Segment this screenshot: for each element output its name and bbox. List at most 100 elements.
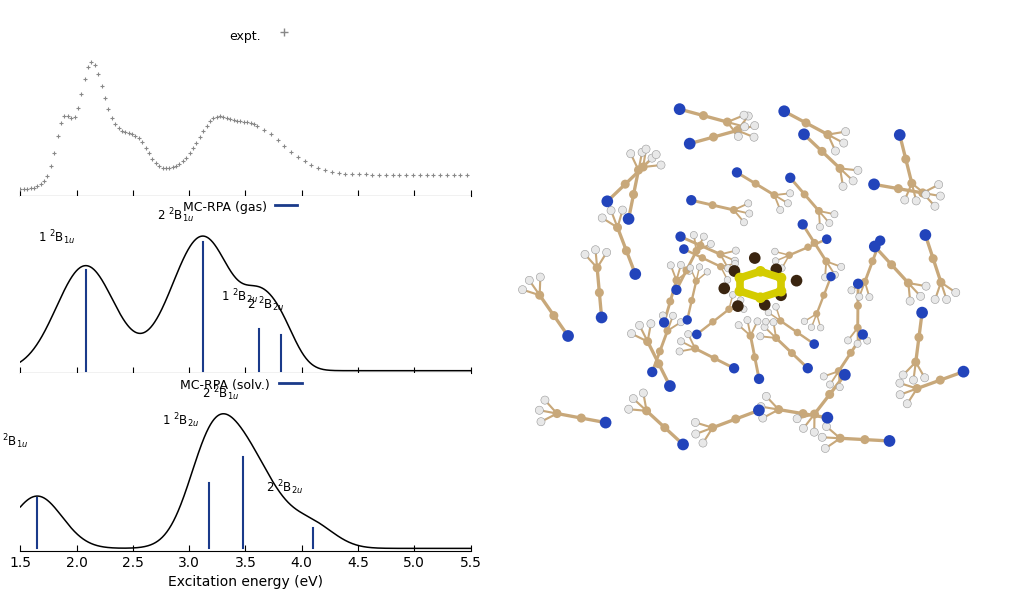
- Text: 1 $^2$B$_{1u}$: 1 $^2$B$_{1u}$: [0, 432, 28, 452]
- Ellipse shape: [816, 223, 823, 231]
- Ellipse shape: [669, 312, 677, 319]
- Ellipse shape: [835, 367, 843, 375]
- Ellipse shape: [717, 263, 725, 270]
- Ellipse shape: [679, 244, 689, 254]
- Ellipse shape: [839, 182, 847, 190]
- Ellipse shape: [733, 126, 742, 135]
- Ellipse shape: [735, 132, 743, 141]
- Ellipse shape: [914, 333, 923, 342]
- Ellipse shape: [664, 380, 676, 392]
- Ellipse shape: [735, 273, 745, 283]
- Ellipse shape: [776, 206, 784, 213]
- Ellipse shape: [894, 129, 906, 141]
- Ellipse shape: [666, 297, 675, 305]
- Ellipse shape: [868, 257, 876, 265]
- Ellipse shape: [775, 286, 787, 297]
- Ellipse shape: [765, 309, 771, 316]
- Ellipse shape: [928, 254, 937, 263]
- Ellipse shape: [634, 165, 643, 174]
- Ellipse shape: [687, 265, 694, 271]
- Ellipse shape: [709, 318, 716, 326]
- Ellipse shape: [674, 103, 686, 115]
- Ellipse shape: [697, 241, 704, 249]
- Ellipse shape: [818, 433, 826, 441]
- Ellipse shape: [621, 180, 630, 189]
- Ellipse shape: [729, 363, 739, 373]
- Ellipse shape: [757, 332, 764, 340]
- Ellipse shape: [798, 128, 810, 140]
- Ellipse shape: [786, 252, 793, 259]
- Ellipse shape: [803, 363, 813, 373]
- Ellipse shape: [692, 329, 702, 339]
- Ellipse shape: [708, 423, 717, 432]
- Ellipse shape: [686, 267, 693, 274]
- Ellipse shape: [693, 247, 700, 255]
- Text: expt.: expt.: [229, 31, 261, 43]
- Ellipse shape: [596, 311, 607, 323]
- Ellipse shape: [754, 374, 764, 384]
- Ellipse shape: [552, 409, 561, 418]
- Ellipse shape: [755, 266, 765, 277]
- Ellipse shape: [934, 180, 943, 189]
- Ellipse shape: [936, 278, 946, 287]
- Ellipse shape: [660, 423, 669, 432]
- Ellipse shape: [810, 428, 818, 436]
- Ellipse shape: [804, 243, 812, 251]
- Ellipse shape: [779, 105, 790, 117]
- Ellipse shape: [732, 167, 742, 178]
- Ellipse shape: [709, 132, 718, 141]
- Ellipse shape: [849, 177, 857, 185]
- Ellipse shape: [916, 292, 924, 301]
- Ellipse shape: [810, 410, 819, 419]
- Ellipse shape: [673, 276, 681, 285]
- Ellipse shape: [751, 122, 759, 130]
- Ellipse shape: [699, 439, 707, 447]
- Ellipse shape: [911, 358, 920, 367]
- Ellipse shape: [888, 260, 896, 270]
- Ellipse shape: [676, 348, 683, 355]
- Ellipse shape: [832, 147, 840, 155]
- Ellipse shape: [943, 295, 951, 304]
- Ellipse shape: [593, 264, 601, 273]
- Ellipse shape: [822, 234, 832, 244]
- Ellipse shape: [853, 279, 863, 289]
- Text: 1 $^2$B$_{1u}$: 1 $^2$B$_{1u}$: [38, 228, 75, 247]
- Ellipse shape: [826, 272, 836, 282]
- Ellipse shape: [647, 320, 655, 328]
- Ellipse shape: [732, 260, 739, 267]
- Ellipse shape: [820, 373, 827, 380]
- Ellipse shape: [749, 252, 760, 264]
- Ellipse shape: [922, 190, 930, 199]
- Text: 2 $^2$B$_{2u}$: 2 $^2$B$_{2u}$: [266, 479, 304, 497]
- Ellipse shape: [931, 295, 940, 304]
- Ellipse shape: [822, 422, 830, 431]
- Ellipse shape: [904, 279, 913, 288]
- Ellipse shape: [901, 196, 909, 204]
- Ellipse shape: [745, 200, 752, 207]
- Ellipse shape: [535, 291, 544, 300]
- Ellipse shape: [707, 240, 714, 247]
- Ellipse shape: [775, 273, 787, 283]
- Ellipse shape: [638, 148, 646, 156]
- Ellipse shape: [771, 248, 779, 255]
- Ellipse shape: [692, 430, 700, 438]
- Ellipse shape: [577, 413, 586, 422]
- Ellipse shape: [622, 246, 631, 255]
- Ellipse shape: [535, 406, 543, 415]
- Ellipse shape: [699, 111, 708, 120]
- Ellipse shape: [747, 332, 754, 340]
- Ellipse shape: [848, 287, 855, 294]
- Ellipse shape: [815, 207, 823, 215]
- Ellipse shape: [549, 311, 558, 320]
- Ellipse shape: [710, 355, 718, 362]
- Ellipse shape: [613, 223, 622, 232]
- Ellipse shape: [875, 235, 886, 246]
- Ellipse shape: [860, 435, 869, 444]
- Ellipse shape: [821, 412, 834, 423]
- Ellipse shape: [630, 395, 637, 403]
- Ellipse shape: [690, 231, 697, 238]
- Ellipse shape: [625, 405, 633, 413]
- Ellipse shape: [757, 403, 765, 411]
- Ellipse shape: [731, 270, 738, 276]
- Ellipse shape: [869, 241, 880, 252]
